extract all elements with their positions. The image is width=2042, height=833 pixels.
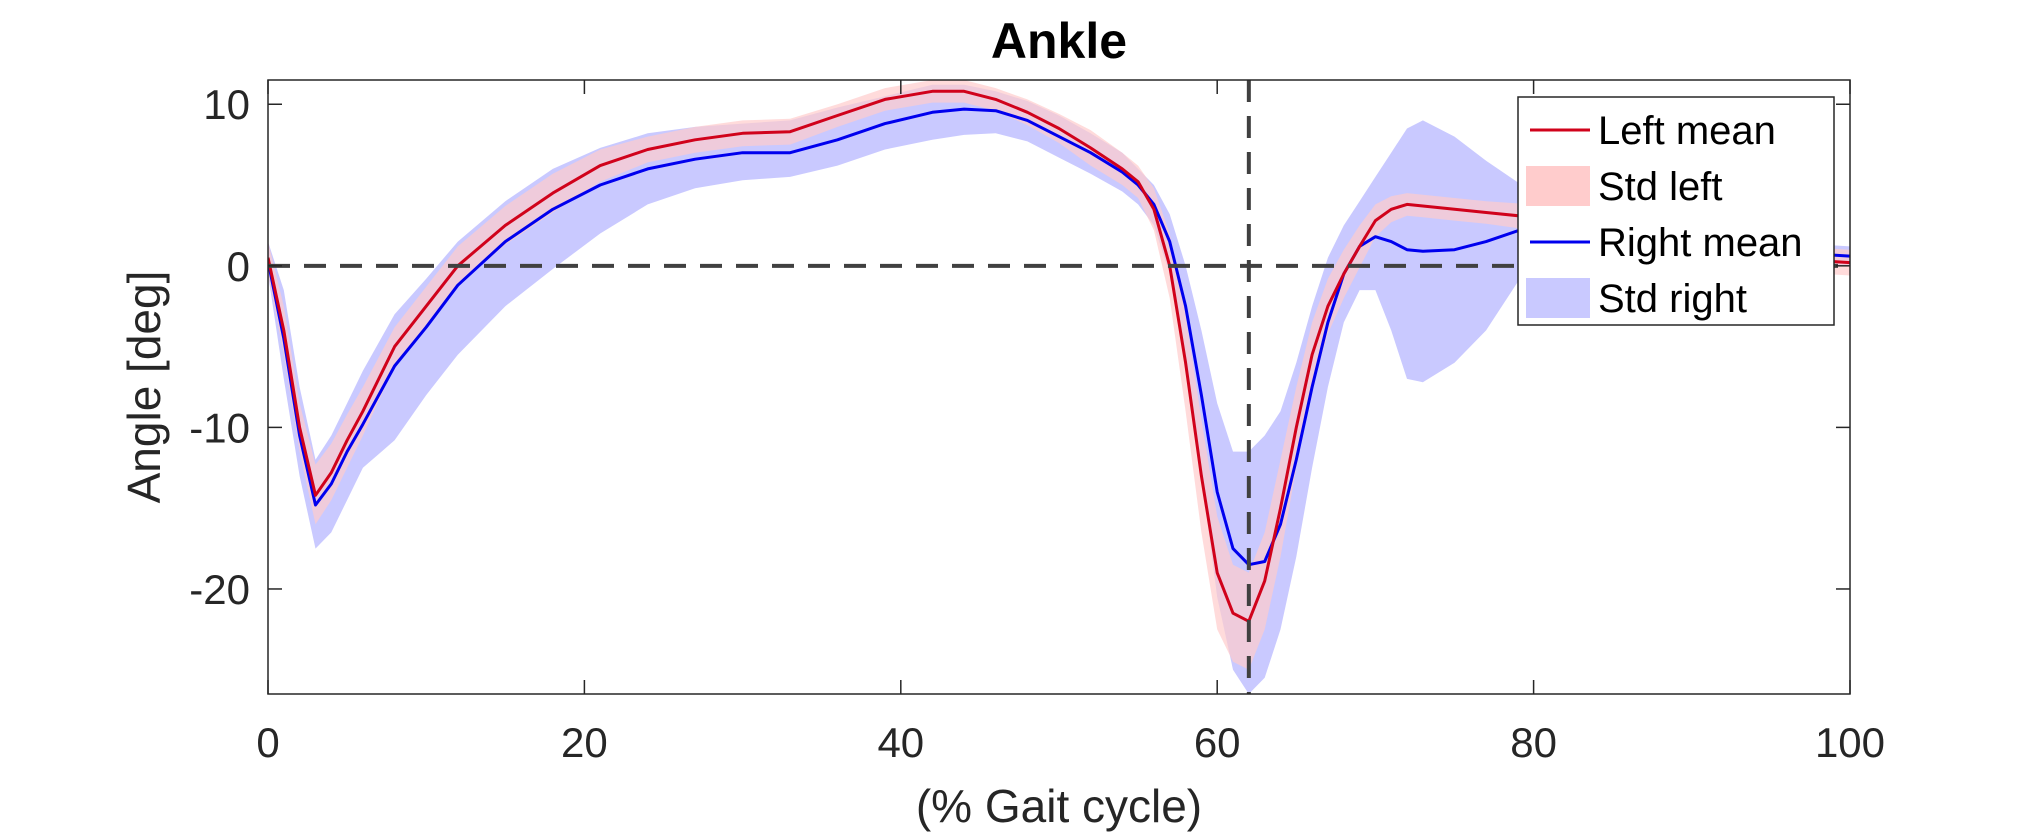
mean-lines <box>268 89 1850 623</box>
line-left-mean <box>268 89 1850 623</box>
chart-title: Ankle <box>991 13 1127 69</box>
band-std-right <box>268 84 1850 694</box>
x-tick-label: 0 <box>256 719 279 766</box>
std-bands <box>268 80 1850 694</box>
x-tick-label: 100 <box>1815 719 1885 766</box>
plot-frame <box>267 79 1851 695</box>
reference-lines <box>268 80 1850 694</box>
x-tick-label: 60 <box>1194 719 1241 766</box>
y-tick-label: -20 <box>189 566 250 613</box>
x-tick-label: 40 <box>877 719 924 766</box>
y-tick-label: 0 <box>227 243 250 290</box>
line-right-mean <box>268 107 1850 567</box>
y-axis-label: Angle [deg] <box>118 271 170 504</box>
legend-swatch-std-left <box>1526 166 1590 206</box>
legend-label: Left mean <box>1598 109 1776 153</box>
x-tick-label: 80 <box>1510 719 1557 766</box>
y-tick-label: 10 <box>203 81 250 128</box>
x-axis-label: (% Gait cycle) <box>916 780 1202 832</box>
legend: Left mean Std left Right mean Std right <box>1517 96 1835 326</box>
x-tick-label: 20 <box>561 719 608 766</box>
y-tick-label: -10 <box>189 404 250 451</box>
axes <box>267 79 1851 695</box>
legend-label: Std left <box>1598 165 1723 209</box>
legend-label: Right mean <box>1598 221 1803 265</box>
legend-swatch-std-right <box>1526 278 1590 318</box>
legend-label: Std right <box>1598 277 1747 321</box>
